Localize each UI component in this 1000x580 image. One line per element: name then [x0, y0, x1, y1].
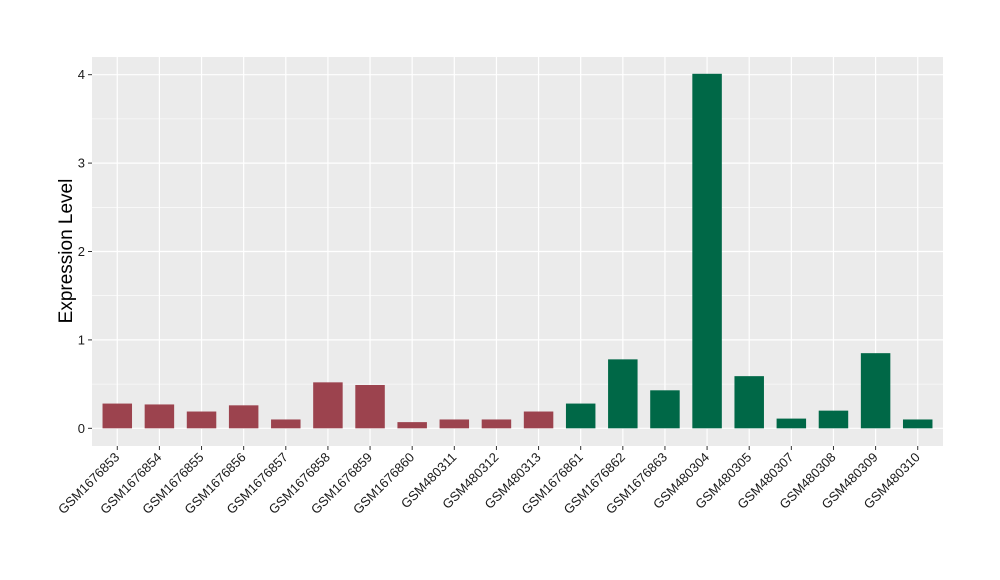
bar-GSM1676856 [228, 405, 259, 429]
bar-GSM480309 [860, 353, 891, 429]
bar-GSM1676854 [144, 404, 175, 429]
grid-minor-lines [92, 118, 943, 385]
bar-GSM480305 [734, 376, 764, 429]
bar-GSM1676857 [271, 419, 301, 429]
bar-GSM1676853 [102, 403, 133, 429]
bar-GSM1676862 [608, 359, 638, 429]
bar-GSM480311 [439, 419, 470, 429]
bar-GSM480308 [818, 410, 849, 429]
x-axis: GSM1676853GSM1676854GSM1676855GSM1676856… [55, 446, 923, 517]
y-axis-title: Expression Level [56, 179, 77, 324]
y-tick-label: 0 [78, 421, 85, 436]
y-tick-label: 3 [78, 156, 85, 171]
y-tick-label: 2 [78, 244, 85, 259]
bar-GSM1676863 [650, 390, 680, 429]
bar-GSM480313 [523, 411, 554, 429]
bar-GSM1676859 [355, 384, 385, 429]
bar-GSM480304 [692, 73, 722, 429]
bar-GSM480310 [902, 419, 933, 429]
y-tick-label: 4 [78, 67, 85, 82]
bar-GSM1676861 [565, 403, 596, 429]
y-tick-label: 1 [78, 332, 85, 347]
bars [102, 73, 933, 429]
bar-GSM1676860 [397, 422, 427, 429]
y-axis: 0 1 2 3 4 [78, 67, 92, 436]
bar-GSM1676855 [186, 411, 217, 429]
grid-major-lines [92, 57, 943, 446]
bar-GSM480312 [481, 419, 512, 429]
bar-GSM1676858 [313, 382, 343, 429]
bar-GSM480307 [776, 418, 807, 429]
